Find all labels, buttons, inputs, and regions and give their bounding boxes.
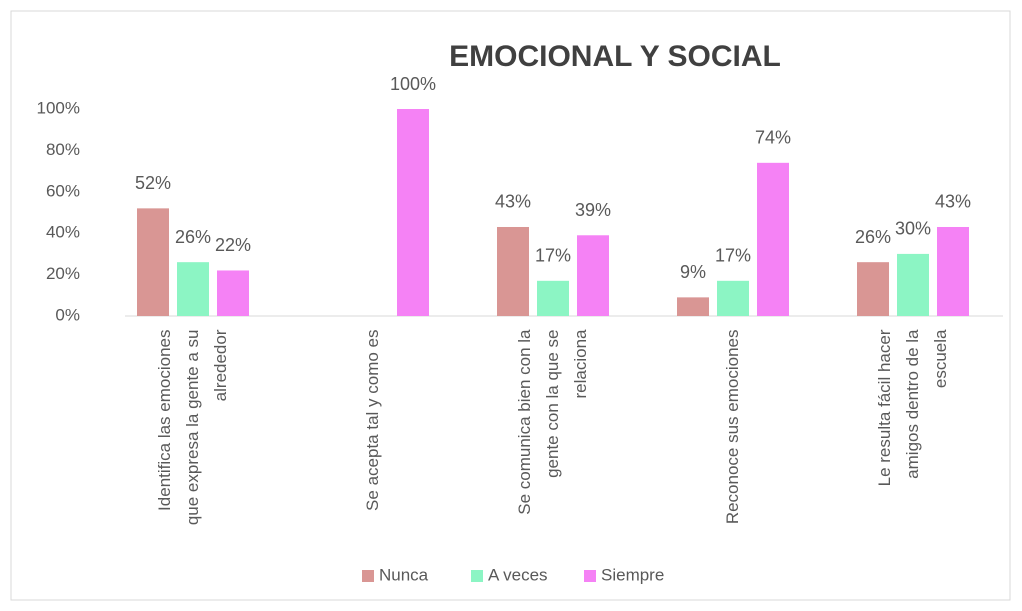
data-label: 43% (495, 192, 531, 212)
data-label: 52% (135, 173, 171, 193)
data-label: 9% (680, 262, 706, 282)
data-label: 26% (175, 227, 211, 247)
data-label: 74% (755, 128, 791, 148)
data-label: 30% (895, 219, 931, 239)
x-tick-label: Reconoce sus emociones (723, 329, 742, 525)
bar (397, 109, 429, 316)
data-label: 17% (535, 246, 571, 266)
bar (577, 235, 609, 316)
x-tick-label: Se acepta tal y como es (363, 329, 382, 511)
data-label: 17% (715, 246, 751, 266)
x-tick-label: Se comunica bien con la gente con la que… (515, 329, 590, 515)
y-tick-label: 20% (46, 264, 80, 283)
bar (897, 253, 929, 316)
data-label: 43% (935, 192, 971, 212)
bar (677, 297, 709, 316)
bar (537, 280, 569, 316)
x-tick-label: Le resulta fácil hacer amigos dentro de … (875, 329, 950, 487)
legend-swatch (584, 570, 596, 582)
bar (857, 262, 889, 316)
data-label: 100% (390, 74, 436, 94)
y-tick-label: 100% (37, 98, 80, 117)
y-tick-label: 60% (46, 181, 80, 200)
bar (177, 262, 209, 316)
y-tick-label: 80% (46, 140, 80, 159)
chart-title: EMOCIONAL Y SOCIAL (449, 40, 781, 73)
bar (937, 226, 969, 316)
x-tick-label: Identifica las emociones que expresa la … (155, 329, 230, 526)
bar (497, 226, 529, 316)
data-label: 39% (575, 200, 611, 220)
bar (217, 270, 249, 316)
legend-label: Nunca (379, 565, 429, 584)
bar (757, 162, 789, 316)
y-tick-label: 0% (55, 305, 80, 324)
bar (717, 280, 749, 316)
y-tick-label: 40% (46, 223, 80, 242)
legend-swatch (471, 570, 483, 582)
data-label: 22% (215, 235, 251, 255)
legend-label: Siempre (601, 565, 664, 584)
data-label: 26% (855, 227, 891, 247)
legend-label: A veces (488, 565, 548, 584)
bar (137, 208, 169, 316)
legend-swatch (362, 570, 374, 582)
